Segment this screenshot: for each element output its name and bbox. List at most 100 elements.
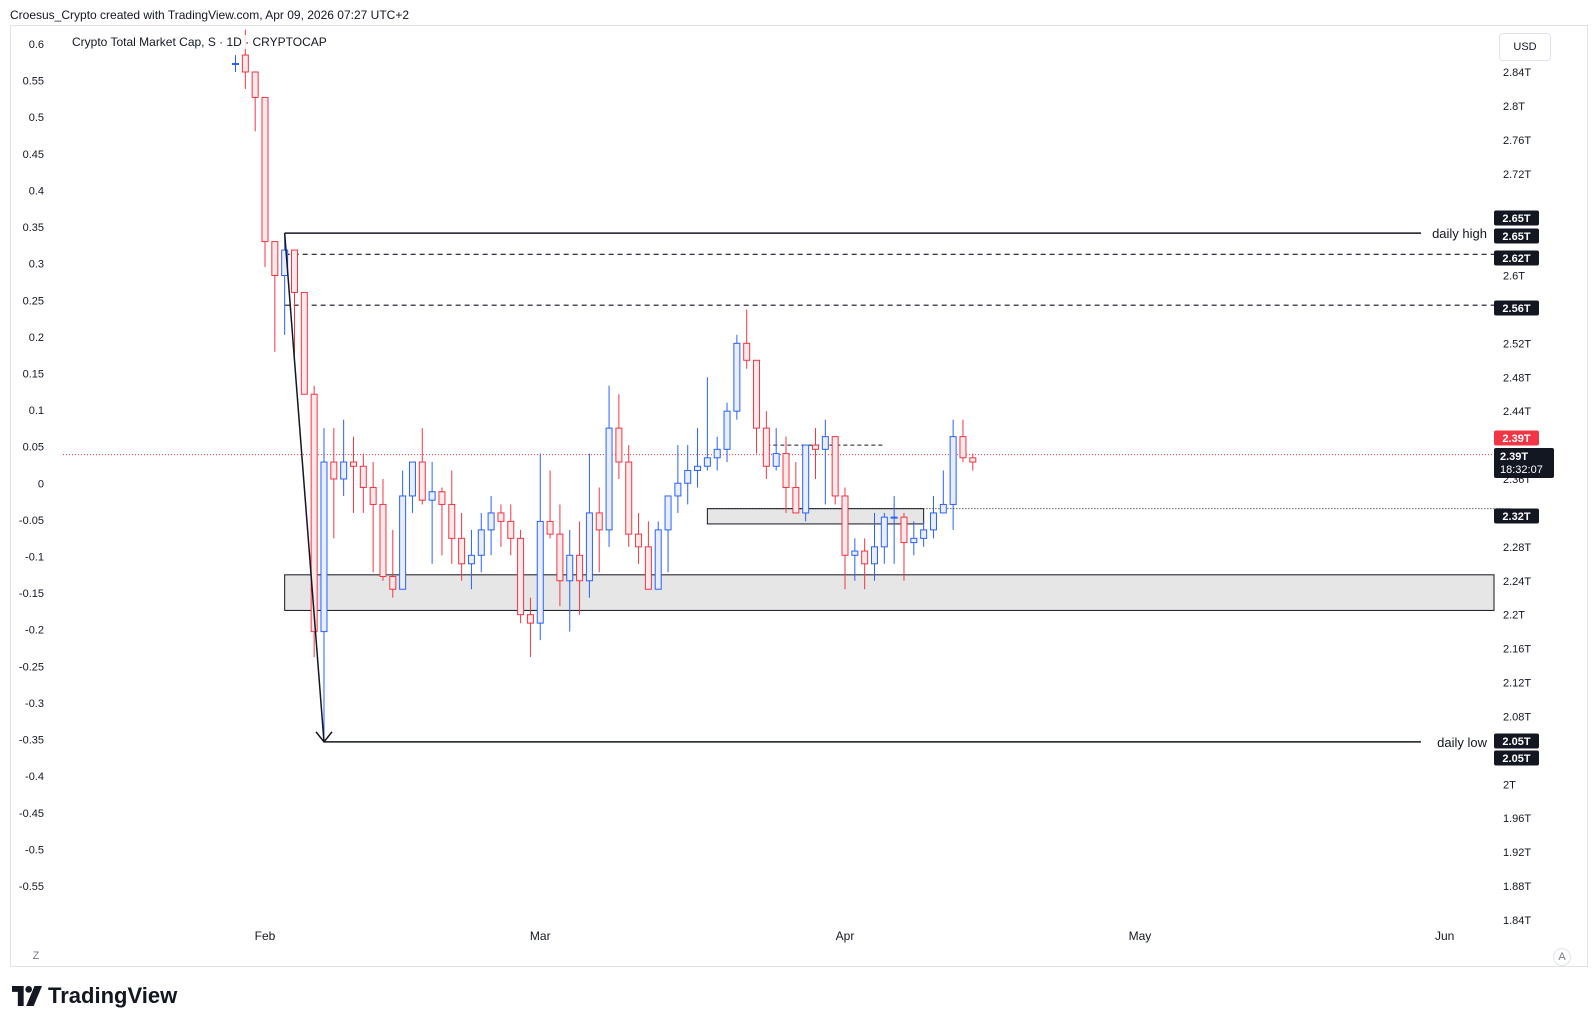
candle-body[interactable] xyxy=(684,470,692,484)
candle-body[interactable] xyxy=(448,503,456,539)
left-axis-tick: -0.5 xyxy=(25,844,44,856)
candle-body[interactable] xyxy=(271,241,279,276)
candle-body[interactable] xyxy=(477,529,485,556)
candle-body[interactable] xyxy=(408,461,416,497)
candle-body[interactable] xyxy=(615,427,623,463)
candle-body[interactable] xyxy=(497,512,505,522)
candle-body[interactable] xyxy=(389,576,397,590)
left-axis-tick: 0.3 xyxy=(29,259,44,271)
candle-body[interactable] xyxy=(831,436,839,497)
candle-body[interactable] xyxy=(713,448,721,459)
candle-body[interactable] xyxy=(969,457,977,463)
candle-body[interactable] xyxy=(812,444,820,450)
candle-body[interactable] xyxy=(595,512,603,531)
candle-body[interactable] xyxy=(920,529,928,539)
candle-body[interactable] xyxy=(792,486,800,514)
candle-body[interactable] xyxy=(507,520,515,539)
candle-body[interactable] xyxy=(310,393,318,633)
left-axis-tick: 0.45 xyxy=(23,149,44,161)
candle-body[interactable] xyxy=(290,249,298,293)
candle-body[interactable] xyxy=(605,427,613,531)
candle-body[interactable] xyxy=(349,461,357,467)
candle-body[interactable] xyxy=(232,63,240,66)
chart-attribution: Croesus_Crypto created with TradingView.… xyxy=(10,8,409,22)
candle-body[interactable] xyxy=(802,444,810,514)
candle-body[interactable] xyxy=(703,457,711,467)
candle-body[interactable] xyxy=(487,512,495,531)
candle-body[interactable] xyxy=(556,533,564,582)
candle-body[interactable] xyxy=(566,554,574,582)
candle-body[interactable] xyxy=(625,461,633,535)
auto-scale-button[interactable]: A xyxy=(1553,948,1571,966)
candle-body[interactable] xyxy=(438,491,446,505)
right-axis-tick: 2.48T xyxy=(1503,372,1531,384)
candle-body[interactable] xyxy=(821,436,829,450)
candle-body[interactable] xyxy=(841,495,849,556)
candle-body[interactable] xyxy=(880,516,888,548)
left-axis-tick: 0.05 xyxy=(23,442,44,454)
currency-selector-button[interactable]: USD xyxy=(1499,33,1551,61)
candle-body[interactable] xyxy=(526,614,534,624)
timezone-toggle-button[interactable]: Z xyxy=(32,950,40,962)
candle-body[interactable] xyxy=(458,537,466,565)
candle-body[interactable] xyxy=(664,495,672,531)
left-axis-tick: -0.35 xyxy=(19,735,44,747)
candle-body[interactable] xyxy=(320,461,328,633)
candle-body[interactable] xyxy=(369,486,377,505)
right-axis-tick: 2.52T xyxy=(1503,338,1531,350)
candle-body[interactable] xyxy=(743,342,751,361)
candle-body[interactable] xyxy=(890,516,898,519)
candle-body[interactable] xyxy=(851,550,859,556)
trend-arrow-line[interactable] xyxy=(283,233,325,742)
candle-body[interactable] xyxy=(753,359,761,429)
tradingview-logo-icon xyxy=(12,986,42,1006)
candle-body[interactable] xyxy=(585,512,593,582)
candle-body[interactable] xyxy=(654,529,662,590)
candle-body[interactable] xyxy=(330,461,338,480)
candle-body[interactable] xyxy=(644,546,652,590)
candle-body[interactable] xyxy=(910,537,918,544)
candle-body[interactable] xyxy=(241,54,249,73)
candlestick-chart[interactable]: 0.6 0.55 0.5 0.45 0.4 0.35 0.3 0.25 0.2 0.15 0.1 0.… xyxy=(11,26,1589,968)
chart-frame[interactable]: 0.6 0.55 0.5 0.45 0.4 0.35 0.3 0.25 0.2 0.15 0.1 0.… xyxy=(10,25,1588,967)
candle-body[interactable] xyxy=(723,410,731,450)
candle-body[interactable] xyxy=(300,291,308,395)
candle-body[interactable] xyxy=(939,503,947,514)
candle-body[interactable] xyxy=(635,533,643,548)
candle-body[interactable] xyxy=(694,465,702,472)
price-label-current-red-bg xyxy=(1494,430,1539,446)
candle-body[interactable] xyxy=(576,554,584,582)
candle-body[interactable] xyxy=(959,436,967,459)
left-axis-tick: -0.25 xyxy=(19,661,44,673)
candle-body[interactable] xyxy=(536,520,544,624)
candle-body[interactable] xyxy=(733,342,741,412)
x-axis-tick: Jun xyxy=(1435,929,1454,943)
candle-body[interactable] xyxy=(359,465,367,488)
support-zone[interactable] xyxy=(706,508,925,525)
candle-body[interactable] xyxy=(379,503,387,578)
candle-body[interactable] xyxy=(782,453,790,488)
price-label-low-top-bg xyxy=(1494,733,1539,749)
candle-body[interactable] xyxy=(428,491,436,501)
candle-body[interactable] xyxy=(517,537,525,616)
candle-body[interactable] xyxy=(399,495,407,590)
candle-body[interactable] xyxy=(870,546,878,565)
candle-body[interactable] xyxy=(861,550,869,565)
right-axis-tick: 2.24T xyxy=(1503,576,1531,588)
candle-body[interactable] xyxy=(772,453,780,467)
candle-body[interactable] xyxy=(546,520,554,535)
candle-body[interactable] xyxy=(929,512,937,531)
candle-body[interactable] xyxy=(900,516,908,544)
candle-body[interactable] xyxy=(674,482,682,497)
candle-body[interactable] xyxy=(467,554,475,565)
symbol-legend[interactable]: Crypto Total Market Cap, S · 1D · CRYPTO… xyxy=(70,35,329,49)
candle-body[interactable] xyxy=(340,461,348,480)
candle-body[interactable] xyxy=(261,96,269,243)
candle-body[interactable] xyxy=(251,71,259,98)
left-axis-tick: -0.4 xyxy=(25,771,44,783)
support-zone[interactable] xyxy=(284,574,1495,611)
candle-body[interactable] xyxy=(762,427,770,467)
candle-body[interactable] xyxy=(949,436,957,505)
candle-body[interactable] xyxy=(418,461,426,501)
tradingview-logo[interactable]: TradingView xyxy=(12,983,177,1009)
